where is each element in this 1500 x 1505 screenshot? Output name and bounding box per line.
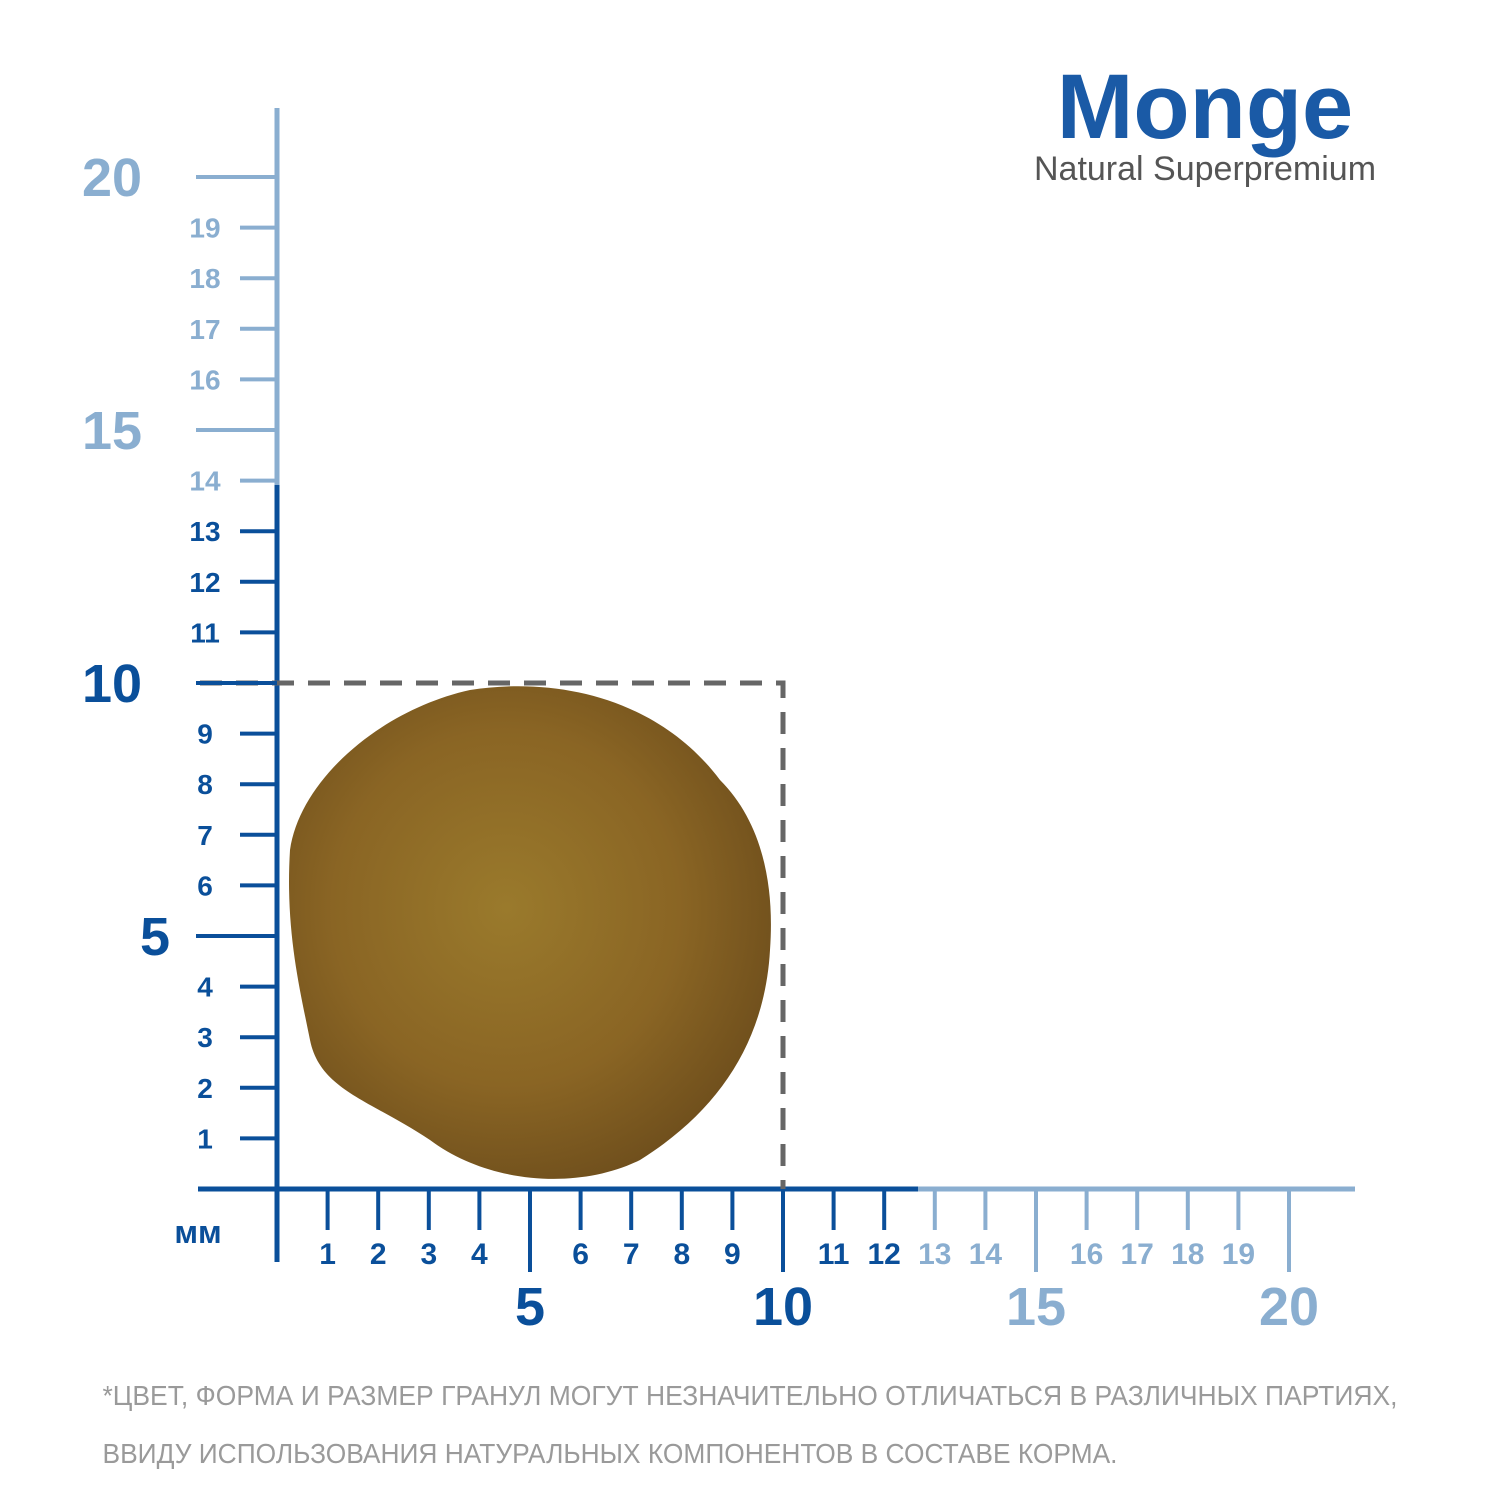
x-tick-label: 3: [420, 1238, 437, 1271]
x-tick-label: 5: [515, 1277, 545, 1337]
x-tick-label: 16: [1070, 1238, 1103, 1271]
x-tick-label: 17: [1121, 1238, 1154, 1271]
y-tick-label: 19: [189, 213, 220, 244]
unit-label: мм: [174, 1214, 221, 1250]
y-tick-label: 10: [82, 654, 142, 714]
y-tick-label: 9: [197, 719, 213, 750]
y-tick-label: 18: [189, 263, 220, 294]
size-frame: [200, 680, 786, 1189]
brand-tagline: Natural Superpremium: [1034, 150, 1376, 188]
y-tick-label: 14: [189, 466, 221, 497]
footnote-line: *ЦВЕТ, ФОРМА И РАЗМЕР ГРАНУЛ МОГУТ НЕЗНА…: [103, 1380, 1398, 1411]
y-tick-label: 7: [197, 820, 213, 851]
y-tick-label: 3: [197, 1022, 213, 1053]
x-tick-label: 11: [818, 1238, 850, 1271]
brand-name: Monge: [1057, 56, 1353, 158]
x-tick-label: 8: [673, 1238, 690, 1271]
x-tick-label: 1: [319, 1238, 336, 1271]
y-tick-label: 11: [190, 617, 220, 648]
x-tick-label: 7: [623, 1238, 640, 1271]
x-tick-label: 10: [753, 1277, 813, 1337]
y-tick-label: 1: [197, 1123, 213, 1154]
x-tick-label: 2: [370, 1238, 387, 1271]
x-tick-label: 4: [471, 1238, 488, 1271]
x-tick-label: 19: [1222, 1238, 1255, 1271]
y-tick-label: 20: [82, 148, 142, 208]
y-tick-label: 8: [197, 769, 213, 800]
y-tick-label: 15: [82, 401, 142, 461]
x-tick-label: 20: [1259, 1277, 1319, 1337]
x-tick-label: 15: [1006, 1277, 1066, 1337]
kibble: [289, 686, 771, 1179]
x-tick-label: 13: [918, 1238, 951, 1271]
y-tick-label: 17: [189, 314, 220, 345]
x-tick-label: 6: [572, 1238, 589, 1271]
y-tick-label: 2: [197, 1073, 213, 1104]
y-tick-label: 5: [140, 907, 170, 967]
y-tick-label: 4: [197, 972, 213, 1003]
x-tick-label: 14: [969, 1238, 1003, 1271]
x-tick-label: 12: [868, 1238, 901, 1271]
y-tick-label: 12: [189, 567, 220, 598]
y-tick-label: 6: [197, 870, 213, 901]
y-tick-label: 13: [189, 516, 220, 547]
x-tick-label: 9: [724, 1238, 741, 1271]
x-tick-label: 18: [1171, 1238, 1204, 1271]
y-tick-label: 16: [189, 364, 220, 395]
footnote-line: ВВИДУ ИСПОЛЬЗОВАНИЯ НАТУРАЛЬНЫХ КОМПОНЕН…: [103, 1438, 1118, 1469]
